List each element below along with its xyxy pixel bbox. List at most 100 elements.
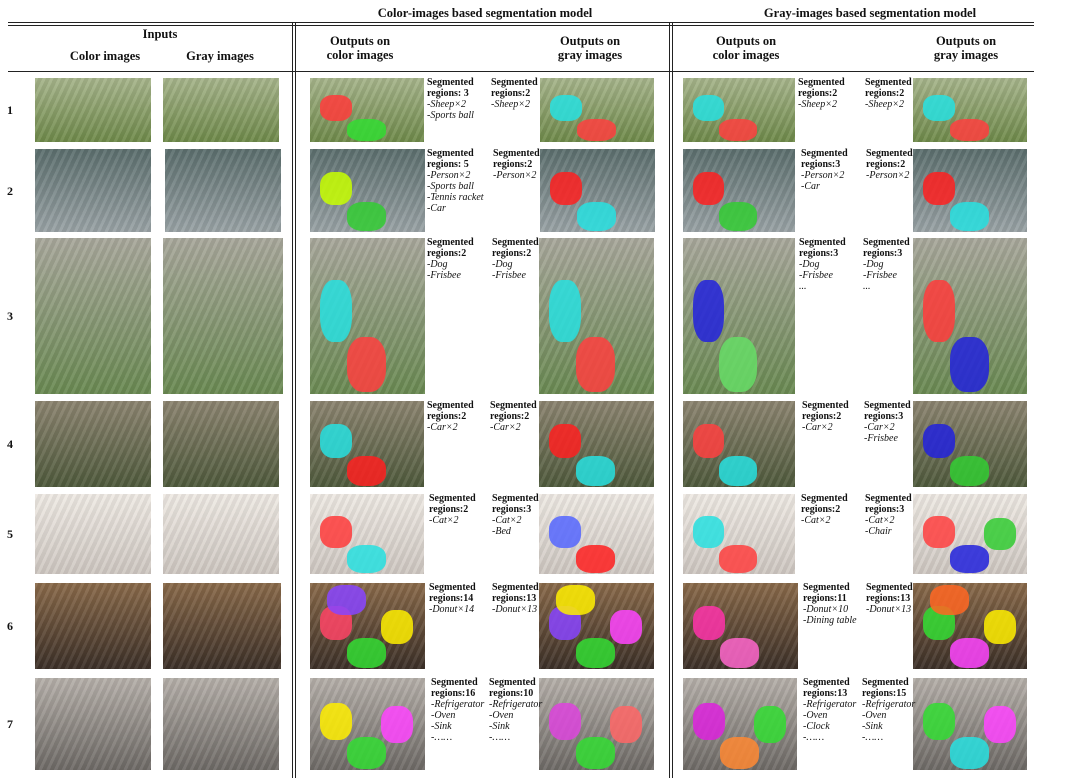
segment-mask (923, 172, 955, 205)
segment-mask (327, 585, 366, 615)
input-gray-image-texture (163, 401, 279, 487)
annotation-title: regions:13 (803, 688, 848, 699)
annotation-title: regions: 5 (427, 159, 469, 170)
annotation-gray-model-color: Segmented regions:3 -Person×2 -Car (801, 148, 848, 192)
segment-mask (320, 172, 352, 205)
out-color-header-a: Outputs on color images (300, 34, 420, 62)
annotation-item: -Oven (862, 710, 887, 721)
annotation-gray-model-color: Segmented regions:11 -Donut×10 -Dining tabl… (803, 582, 857, 626)
out-gray-header-b: Outputs on gray images (906, 34, 1026, 62)
input-gray-image (163, 238, 283, 394)
annotation-title: Segmented (427, 237, 474, 248)
annotation-color-model-gray: Segmented regions:10 -Refrigerator -Oven -Si… (489, 677, 542, 743)
annotation-title: regions: 3 (427, 88, 469, 99)
color-model-header: Color-images based segmentation model (377, 6, 593, 20)
row-number: 4 (7, 437, 13, 451)
segment-mask (347, 545, 386, 573)
gray-images-header: Gray images (186, 49, 254, 63)
annotation-title: Segmented (798, 77, 845, 88)
input-gray-image (163, 78, 279, 142)
segment-mask (950, 545, 989, 573)
annotation-item: -Sheep×2 (491, 99, 530, 110)
output-gray-model-color-image (683, 78, 795, 142)
annotation-item: -Dining table (803, 615, 857, 626)
annotation-title: regions:16 (431, 688, 476, 699)
annotation-color-model-color: Segmented regions:14 -Donut×14 (429, 582, 476, 615)
segment-mask (549, 703, 581, 740)
segment-mask (930, 585, 969, 615)
annotation-gray-model-color: Segmented regions:2 -Cat×2 (801, 493, 848, 526)
annotation-title: regions:3 (865, 504, 905, 515)
input-gray-image-texture (163, 78, 279, 142)
segment-mask (550, 172, 582, 205)
annotation-color-model-color: Segmented regions:2 -Dog -Frisbee (427, 237, 474, 281)
annotation-item: -Person×2 (801, 170, 845, 181)
annotation-title: Segmented (802, 400, 849, 411)
annotation-item: -Person×2 (427, 170, 471, 181)
segment-mask (754, 706, 786, 743)
annotation-title: Segmented (427, 148, 474, 159)
annotation-gray-model-gray: Segmented regions:2 -Person×2 (866, 148, 913, 181)
output-gray-model-color-image (683, 238, 795, 394)
input-gray-image (165, 149, 281, 232)
annotation-item: -Oven (431, 710, 456, 721)
annotation-color-model-gray: Segmented regions:2 -Car×2 (490, 400, 537, 433)
annotation-item: -Sheep×2 (865, 99, 904, 110)
segment-mask (693, 606, 725, 640)
annotation-item: -Chair (865, 526, 892, 537)
segment-mask (576, 737, 615, 769)
segment-mask (950, 337, 989, 392)
input-gray-image (163, 401, 279, 487)
annotation-item: -Tennis racket (427, 192, 484, 203)
output-gray-model-gray-image (913, 678, 1027, 770)
output-color-model-color-image (310, 494, 424, 574)
segment-mask (950, 456, 989, 486)
segment-mask (693, 424, 724, 458)
input-color-image-texture (35, 238, 151, 394)
segment-mask (347, 456, 386, 486)
annotation-title: regions:2 (429, 504, 469, 515)
inputs-header: Inputs (142, 27, 178, 41)
segment-mask (577, 202, 616, 231)
output-color-model-gray-image (539, 494, 654, 574)
annotation-gray-model-gray: Segmented regions:2 -Sheep×2 (865, 77, 912, 110)
separator-1a (292, 22, 293, 778)
input-color-image-texture (35, 78, 151, 142)
annotation-title: Segmented (429, 493, 476, 504)
segment-mask (693, 95, 724, 121)
output-color-model-color-image (310, 78, 424, 142)
input-color-image-texture (35, 401, 151, 487)
annotation-title: Segmented (492, 582, 539, 593)
segment-mask (577, 119, 616, 141)
output-gray-model-color-image (683, 494, 795, 574)
segment-mask (693, 516, 724, 548)
annotation-title: Segmented (866, 148, 913, 159)
output-gray-model-gray-image (913, 401, 1027, 487)
annotation-title: regions:13 (866, 593, 911, 604)
annotation-title: Segmented (490, 400, 537, 411)
top-rule-1 (8, 22, 1034, 23)
annotation-title: regions:2 (798, 88, 838, 99)
input-gray-image (163, 494, 279, 574)
input-color-image (35, 494, 151, 574)
output-color-model-gray-image (539, 583, 654, 669)
segment-mask (381, 610, 413, 644)
annotation-item: -Car (801, 181, 820, 192)
annotation-title: Segmented (864, 400, 911, 411)
segment-mask (347, 119, 386, 141)
segment-mask (549, 280, 581, 342)
segment-mask (719, 545, 757, 573)
annotation-item: ... (799, 281, 807, 292)
segment-mask (923, 703, 955, 740)
segment-mask (923, 424, 955, 458)
annotation-item: -Dog (863, 259, 884, 270)
segment-mask (923, 95, 955, 121)
header-rule (8, 71, 1034, 72)
annotation-color-model-color: Segmented regions: 5 -Person×2 -Sports ball… (427, 148, 484, 214)
output-gray-model-color-image (683, 401, 795, 487)
annotation-title: Segmented (801, 148, 848, 159)
input-color-image-texture (35, 494, 151, 574)
annotation-item: -Car×2 (864, 422, 895, 433)
input-color-image (35, 583, 151, 669)
annotation-title: Segmented (431, 677, 478, 688)
